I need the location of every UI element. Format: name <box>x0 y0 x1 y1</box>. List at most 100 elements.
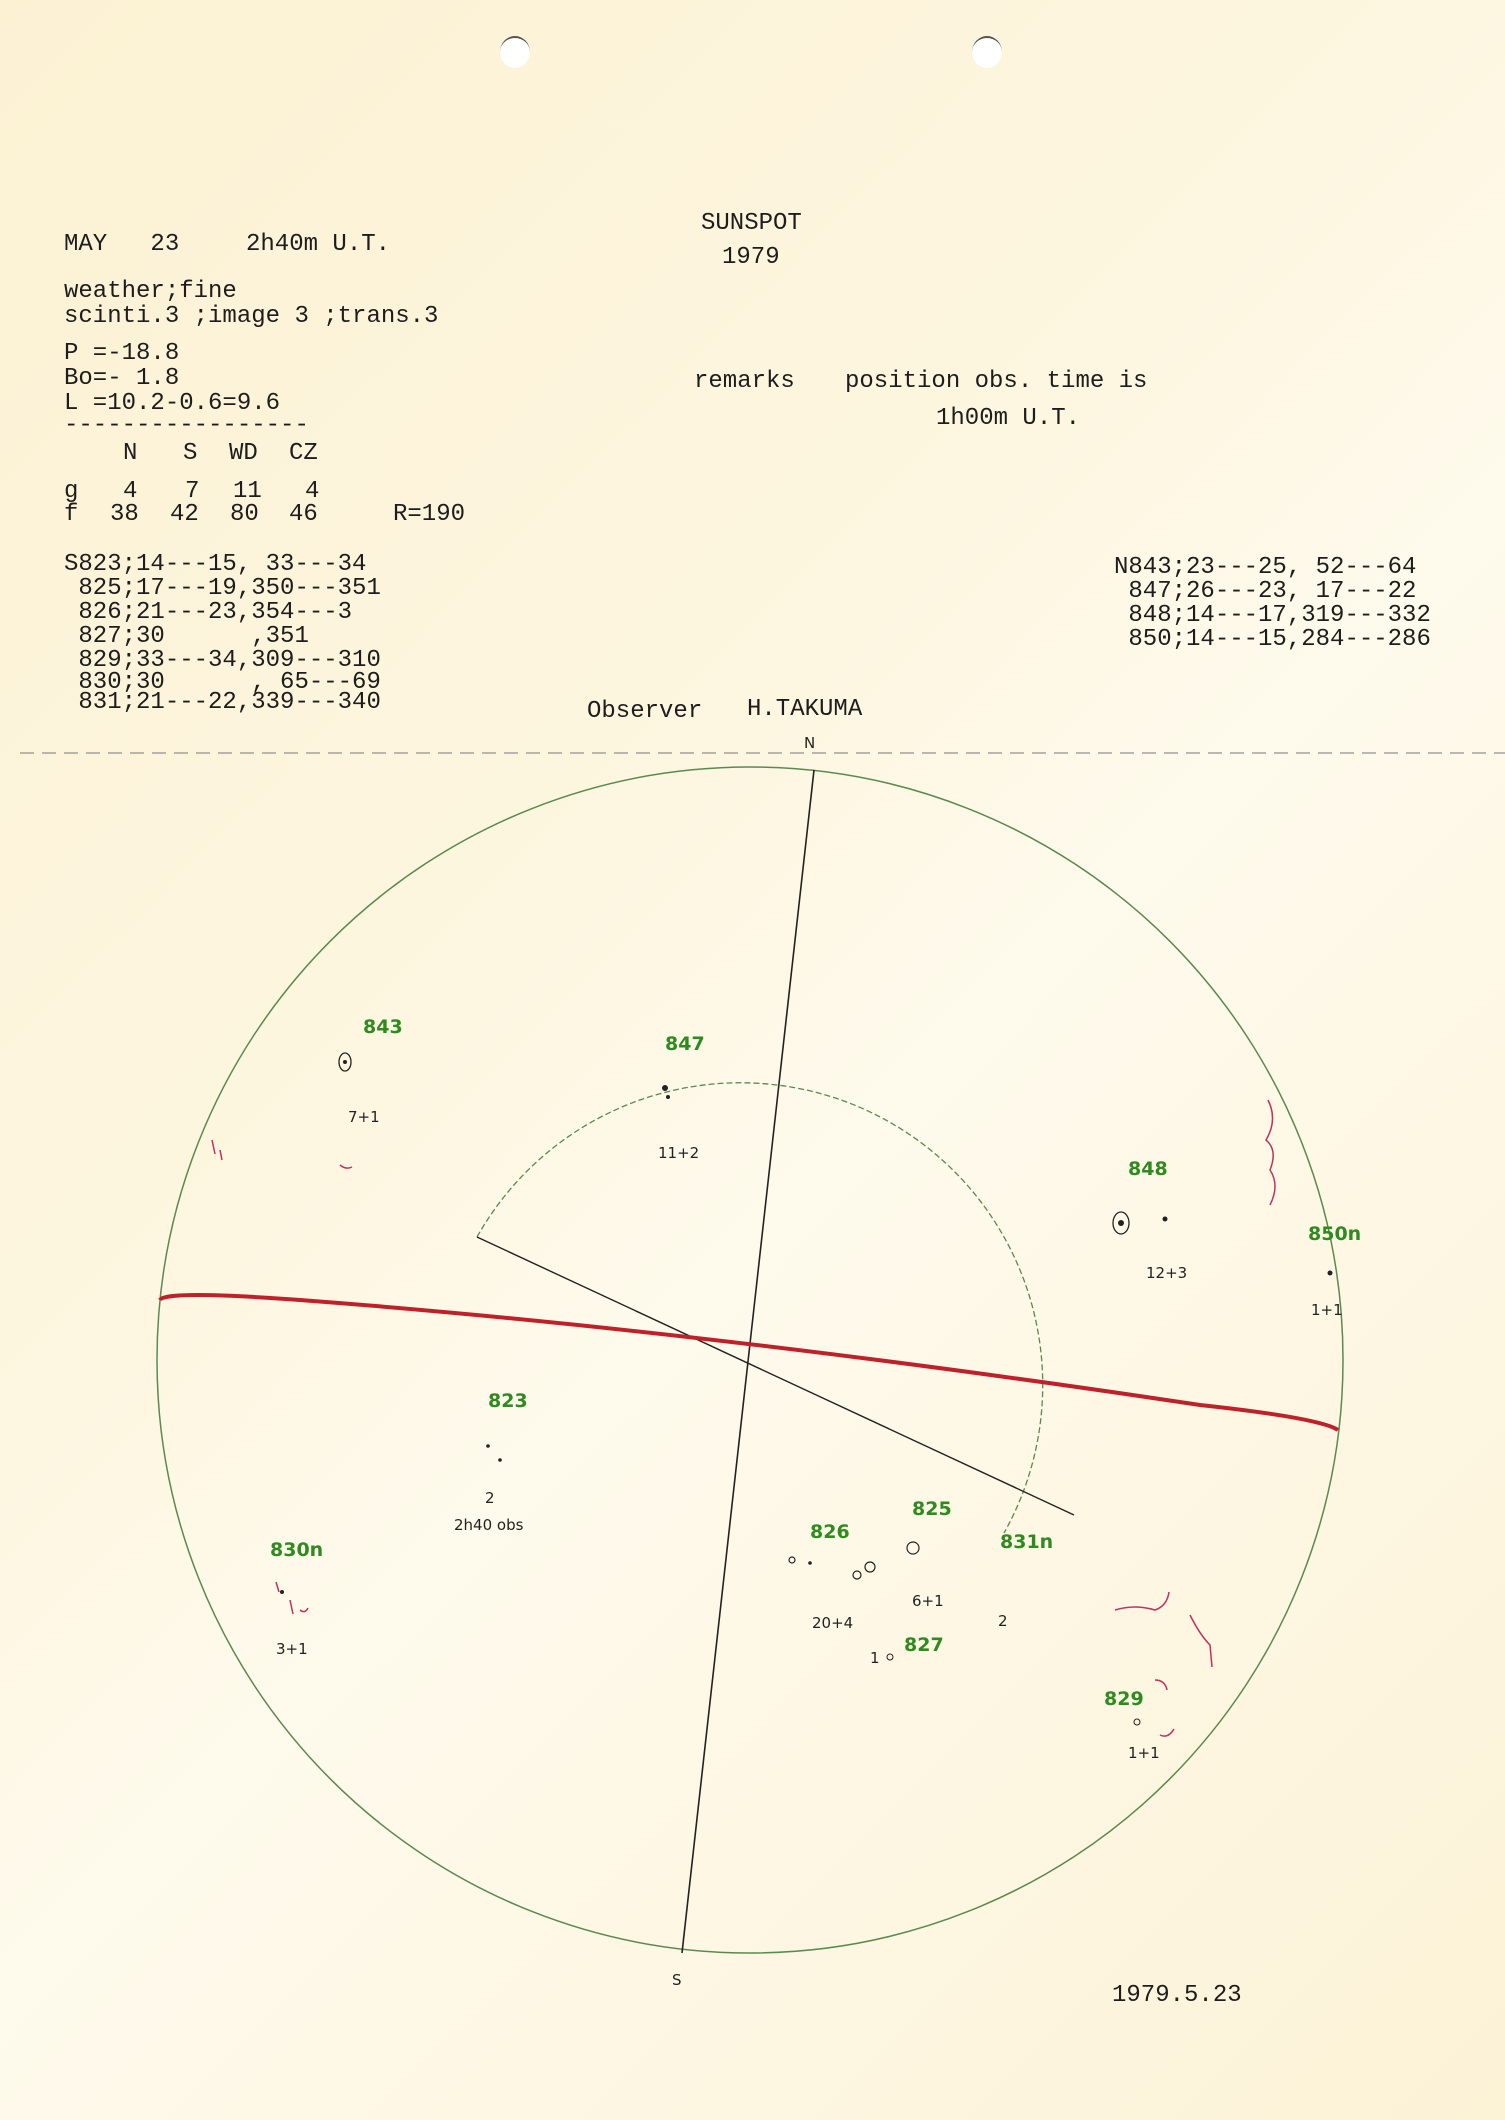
latitude-arc <box>476 1082 1044 1534</box>
g-label: g <box>64 478 79 505</box>
sunspot <box>852 1570 862 1580</box>
p-angle: P =-18.8 <box>64 340 180 367</box>
group-label: 850n <box>1308 1223 1361 1245</box>
sunspot <box>486 1444 490 1448</box>
south-group: 826;21---23,354---3 <box>64 599 353 626</box>
page-year: 1979 <box>722 244 780 271</box>
spot-count: 11+2 <box>658 1144 699 1162</box>
rotation-axis-line <box>476 1236 1075 1516</box>
sunspot <box>338 1052 352 1072</box>
weather: weather;fine <box>64 278 237 305</box>
solar-equator <box>158 1293 1340 1432</box>
sunspot <box>280 1590 284 1594</box>
col-wd: WD <box>229 440 258 467</box>
f-n: 38 <box>110 501 139 528</box>
page-title: SUNSPOT <box>701 210 802 237</box>
observer-label: Observer <box>587 698 703 725</box>
group-label: 827 <box>904 1634 944 1656</box>
south-group: 830;30 , 65---69 <box>64 669 381 696</box>
facula <box>275 1581 309 1615</box>
col-n: N <box>123 440 138 467</box>
south-group: 829;33---34,309---310 <box>64 647 381 674</box>
punch-hole <box>972 36 1002 68</box>
remarks-text: position obs. time is <box>845 368 1148 395</box>
faculae <box>211 1099 1276 1737</box>
spot-counts: 7+1 11+2 12+3 1+1 2 2h40 obs 3+1 20+4 6+… <box>276 1108 1343 1762</box>
relative-number: R=190 <box>393 501 466 528</box>
facula <box>1154 1679 1175 1737</box>
divider: ----------------- <box>64 412 309 439</box>
g-wd: 11 <box>233 478 262 505</box>
solar-limb <box>156 766 1344 1954</box>
group-label: 823 <box>488 1390 528 1412</box>
sunspot <box>1133 1718 1141 1726</box>
footer-date: 1979.5.23 <box>1112 1982 1242 2009</box>
f-label: f <box>64 501 79 528</box>
sunspots <box>280 1052 1333 1726</box>
group-label: 848 <box>1128 1158 1168 1180</box>
sunspot <box>1112 1211 1130 1235</box>
f-s: 42 <box>170 501 199 528</box>
sunspot <box>666 1095 670 1099</box>
north-group: 850;14---15,284---286 <box>1114 626 1431 653</box>
sunspot <box>788 1556 796 1564</box>
col-cz: CZ <box>289 440 318 467</box>
spot-count: 6+1 <box>912 1592 944 1610</box>
north-group-list: N843;23---25, 52---64 847;26---23, 17---… <box>1114 556 1431 652</box>
g-s: 7 <box>185 478 200 505</box>
north-mark: N <box>804 734 815 752</box>
observation-note: 2h40 obs <box>454 1516 524 1534</box>
south-mark: S <box>672 1971 682 1989</box>
spot-count: 12+3 <box>1146 1264 1187 1282</box>
spot-count: 1+1 <box>1128 1744 1160 1762</box>
b0-value: Bo=- 1.8 <box>64 365 180 392</box>
facula <box>211 1139 223 1161</box>
sunspot <box>906 1541 920 1555</box>
south-group-list: S823;14---15, 33---34 825;17---19,350---… <box>64 551 381 715</box>
sunspot <box>886 1653 894 1661</box>
remarks-time: 1h00m U.T. <box>936 405 1081 432</box>
spot-count: 1+1 <box>1311 1301 1343 1319</box>
group-label: 847 <box>665 1033 705 1055</box>
south-group: 825;17---19,350---351 <box>64 575 381 602</box>
sunspot <box>808 1561 812 1565</box>
f-cz: 46 <box>289 501 318 528</box>
g-n: 4 <box>123 478 138 505</box>
north-group: 848;14---17,319---332 <box>1114 602 1431 629</box>
l-value: L =10.2-0.6=9.6 <box>64 390 281 417</box>
central-meridian <box>681 769 815 1954</box>
group-label: 831n <box>1000 1531 1053 1553</box>
sunspot <box>662 1085 668 1091</box>
spot-count: 2 <box>485 1489 495 1507</box>
group-label: 830n <box>270 1539 323 1561</box>
observer-name: H.TAKUMA <box>747 696 863 723</box>
g-cz: 4 <box>305 478 320 505</box>
facula <box>1114 1591 1170 1611</box>
group-label: 825 <box>912 1498 952 1520</box>
spot-count: 20+4 <box>812 1614 853 1632</box>
observation-date: MAY 23 <box>64 231 180 258</box>
facula <box>339 1164 353 1169</box>
group-labels: 843 847 848 850n 823 825 826 831n 827 82… <box>270 1016 1361 1710</box>
south-group: S823;14---15, 33---34 <box>64 551 367 578</box>
north-group: N843;23---25, 52---64 <box>1114 554 1417 581</box>
f-wd: 80 <box>230 501 259 528</box>
group-label: 826 <box>810 1521 850 1543</box>
sunspot <box>864 1561 876 1573</box>
facula <box>1189 1614 1213 1668</box>
facula <box>1265 1099 1276 1206</box>
sunspot <box>498 1458 502 1462</box>
remarks-label: remarks <box>694 368 795 395</box>
spot-count: 1 <box>870 1649 880 1667</box>
spot-count: 2 <box>998 1612 1008 1630</box>
north-group: 847;26---23, 17---22 <box>1114 578 1417 605</box>
punch-hole <box>500 36 530 68</box>
group-label: 843 <box>363 1016 403 1038</box>
seeing-conditions: scinti.3 ;image 3 ;trans.3 <box>64 303 439 330</box>
sunspot <box>1327 1270 1333 1276</box>
south-group: 827;30 ,351 <box>64 623 309 650</box>
col-s: S <box>183 440 198 467</box>
spot-count: 7+1 <box>348 1108 380 1126</box>
